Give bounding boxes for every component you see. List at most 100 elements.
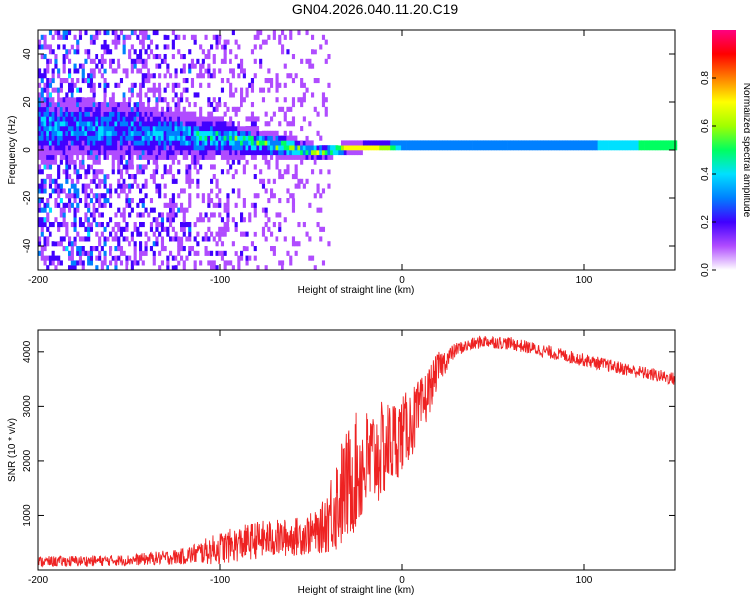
spectrogram-cell bbox=[70, 97, 74, 103]
spectrogram-cell bbox=[231, 217, 235, 223]
spectrogram-cell bbox=[182, 222, 186, 228]
spectrogram-cell bbox=[305, 87, 309, 93]
spectrogram-cell bbox=[220, 154, 225, 160]
spectrogram-cell bbox=[57, 102, 61, 108]
spectrogram-cell bbox=[117, 178, 121, 184]
spectrogram-cell bbox=[106, 106, 110, 112]
spectrogram-cell bbox=[92, 39, 96, 45]
spectrogram-cell bbox=[54, 188, 58, 194]
spectrogram-cell bbox=[141, 63, 145, 69]
spectrogram-cell bbox=[144, 207, 148, 213]
spectrogram-cell bbox=[136, 106, 140, 112]
spectrogram-cell bbox=[182, 111, 186, 117]
spectrogram-cell bbox=[289, 154, 293, 160]
spectrogram-cell bbox=[40, 183, 44, 189]
spectrogram-cell bbox=[73, 212, 77, 218]
spectrogram-cell bbox=[392, 145, 397, 151]
spectrogram-cell bbox=[234, 126, 238, 132]
spectrogram-cell bbox=[136, 121, 140, 127]
spectrogram-cell bbox=[483, 140, 487, 146]
spectrogram-cell bbox=[281, 140, 285, 146]
spectrogram-cell bbox=[278, 212, 282, 218]
spectrogram-cell bbox=[62, 106, 66, 112]
spectrogram-cell bbox=[141, 169, 145, 175]
spectrogram-cell bbox=[649, 145, 653, 151]
spectrogram-cell bbox=[133, 30, 137, 36]
spectrogram-cell bbox=[204, 150, 208, 156]
spectrogram-cell bbox=[215, 150, 219, 156]
spectrogram-cell bbox=[81, 73, 85, 79]
spectrogram-cell bbox=[65, 34, 69, 40]
spectrogram-cell bbox=[38, 92, 42, 98]
spectrogram-cell bbox=[597, 145, 601, 151]
spectrogram-cell bbox=[48, 145, 53, 151]
spectrogram-cell bbox=[128, 159, 132, 165]
spectrogram-cell bbox=[160, 150, 165, 156]
spectrogram-cell bbox=[78, 126, 83, 132]
spectrogram-cell bbox=[166, 30, 170, 36]
spectrogram-cell bbox=[204, 212, 208, 218]
spectrogram-cell bbox=[43, 126, 47, 132]
spectrogram-cell bbox=[59, 116, 63, 122]
spectrogram-cell bbox=[59, 207, 63, 213]
spectrogram-cell bbox=[316, 207, 320, 213]
spectrogram-cell bbox=[155, 183, 159, 189]
spectrogram-cell bbox=[321, 34, 326, 40]
spectrogram-cell bbox=[54, 255, 58, 261]
spectrogram-cell bbox=[188, 140, 192, 146]
spectrogram-cell bbox=[46, 202, 50, 208]
spectrogram-cell bbox=[98, 140, 102, 146]
spectrogram-cell bbox=[171, 260, 175, 266]
spectrogram-cell bbox=[229, 260, 233, 266]
spectrogram-cell bbox=[210, 265, 214, 271]
spectrogram-cell bbox=[463, 145, 468, 151]
spectrogram-cell bbox=[100, 140, 104, 146]
spectrogram-cell bbox=[185, 116, 189, 122]
spectrogram-cell bbox=[109, 202, 113, 208]
spectrogram-cell bbox=[125, 164, 129, 170]
spectrogram-cell bbox=[212, 97, 216, 103]
spectrogram-cell bbox=[147, 111, 151, 117]
spectrogram-cell bbox=[70, 140, 74, 146]
spectrogram-cell bbox=[103, 106, 107, 112]
spectrogram-cell bbox=[180, 202, 184, 208]
spectrogram-cell bbox=[166, 140, 170, 146]
spectrogram-cell bbox=[133, 222, 137, 228]
spectrogram-cell bbox=[302, 222, 306, 228]
spectrogram-cell bbox=[68, 265, 72, 271]
spectrogram-cell bbox=[319, 226, 323, 232]
spectrogram-cell bbox=[155, 169, 159, 175]
spectrogram-cell bbox=[234, 87, 238, 93]
spectrogram-cell bbox=[668, 145, 672, 151]
spectrogram-cell bbox=[163, 154, 167, 160]
spectrogram-cell bbox=[283, 116, 287, 122]
spectrogram-cell bbox=[291, 198, 296, 204]
spectrogram-cell bbox=[109, 265, 113, 271]
spectrogram-cell bbox=[54, 159, 58, 165]
spectrogram-cell bbox=[43, 34, 47, 40]
spectrogram-cell bbox=[188, 183, 192, 189]
spectrogram-cell bbox=[207, 68, 211, 74]
spectrogram-cell bbox=[174, 126, 178, 132]
spectrogram-cell bbox=[92, 193, 96, 199]
spectrogram-cell bbox=[177, 135, 181, 141]
spectrogram-cell bbox=[119, 111, 124, 117]
spectrogram-cell bbox=[573, 140, 577, 146]
spectrogram-cell bbox=[100, 106, 104, 112]
spectrogram-cell bbox=[144, 178, 148, 184]
spectrogram-cell bbox=[65, 154, 69, 160]
spectrogram-cell bbox=[188, 231, 192, 237]
spectrogram-cell bbox=[84, 150, 88, 156]
spectrogram-cell bbox=[231, 154, 235, 160]
spectrogram-cell bbox=[311, 145, 315, 151]
spectrogram-cell bbox=[158, 231, 162, 237]
spectrogram-cell bbox=[122, 135, 126, 141]
spectrogram-cell bbox=[122, 164, 126, 170]
spectrogram-cell bbox=[275, 82, 279, 88]
spectrogram-cell bbox=[139, 193, 143, 199]
spectrogram-cell bbox=[641, 140, 645, 146]
spectrogram-cell bbox=[122, 106, 126, 112]
spectrogram-cell bbox=[210, 145, 214, 151]
spectrogram-cell bbox=[338, 140, 342, 146]
spectrogram-cell bbox=[136, 260, 140, 266]
